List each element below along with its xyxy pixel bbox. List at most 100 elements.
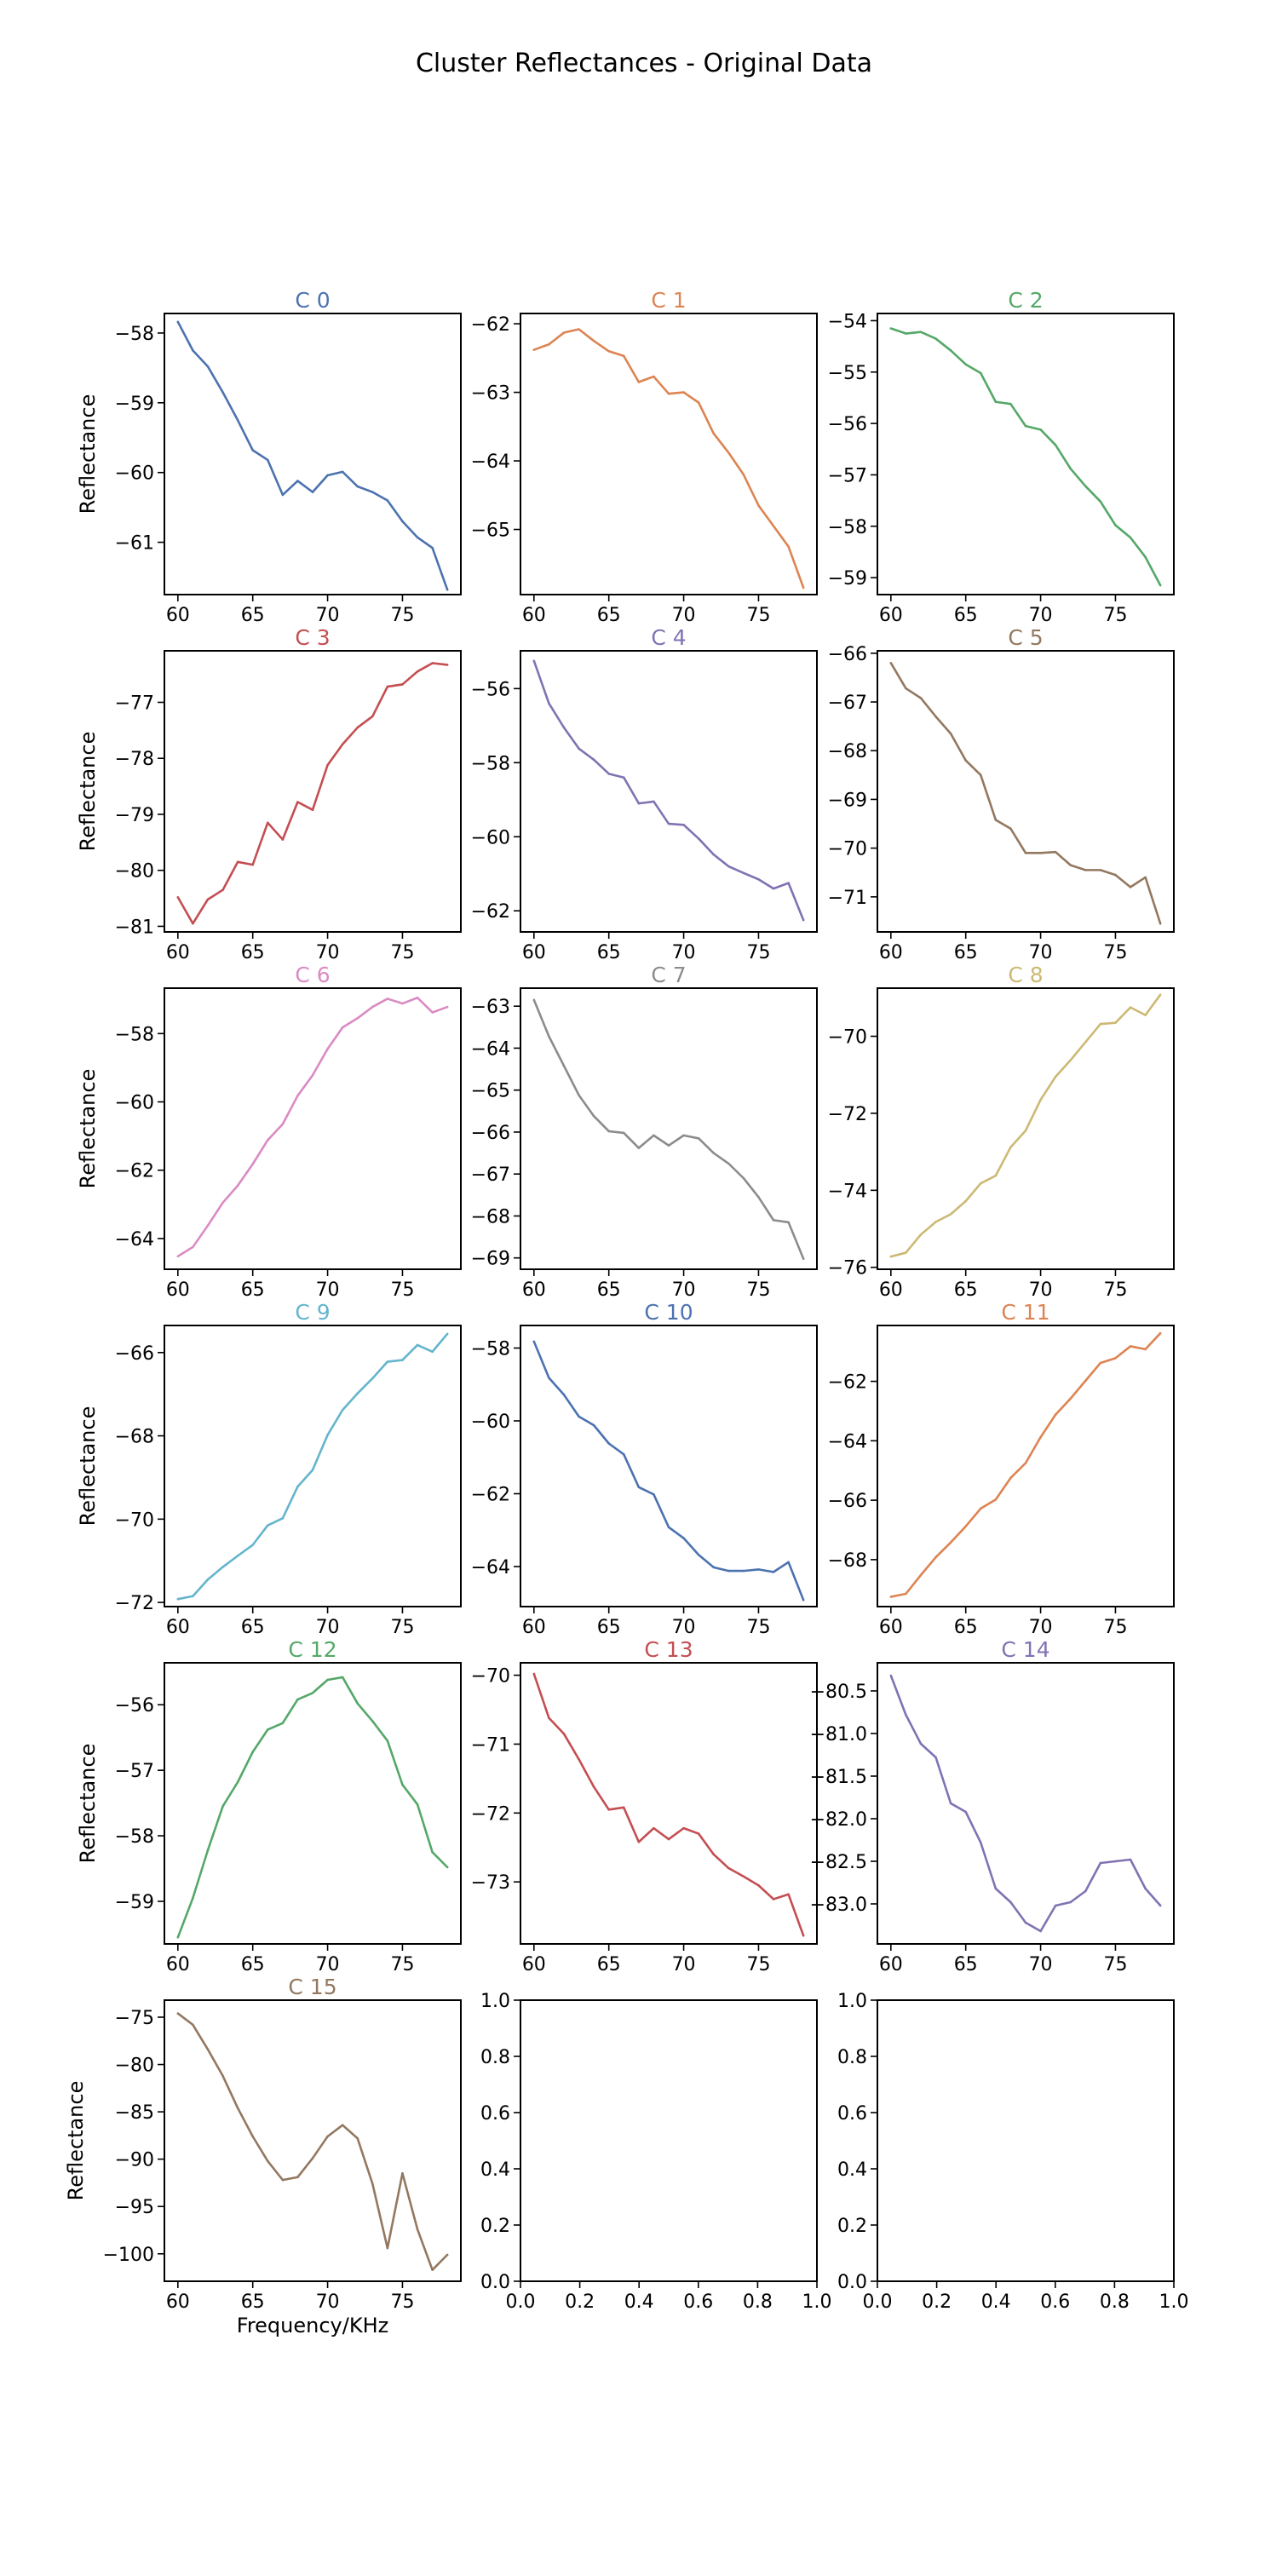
data-point [221,2074,224,2078]
x-tick-label: 75 [746,1279,770,1301]
y-tick-label: −68 [828,1550,867,1572]
data-point [1039,1098,1042,1101]
data-point [1009,827,1012,831]
y-tick-label: −56 [828,414,867,435]
x-tick-label: 70 [1029,1279,1053,1301]
subplot-1: 60 65 70 75 −62 −63 −64 −65 C 1 [471,288,818,626]
y-tick-label: −72 [115,1593,154,1614]
data-point [1099,1022,1102,1026]
data-point [757,504,760,507]
data-point [667,1144,670,1147]
series-line [177,1332,449,1601]
data-point [251,449,255,451]
data-point [979,371,982,375]
data-point [221,1201,224,1205]
data-point [1069,1397,1072,1400]
axes-frame [164,313,462,595]
x-tick-label: 1.0 [1159,2291,1189,2313]
x-tick-label: 70 [1029,942,1053,963]
y-tick-label: 0.2 [480,2216,510,2237]
x-tick-label: 60 [879,1954,903,1975]
y-axis-label: Reflectance [76,732,100,852]
data-point [341,470,344,474]
data-point [176,895,180,899]
x-tick-label: 0.4 [981,2291,1011,2313]
y-tick-label: 0.8 [480,2047,510,2068]
data-point [1024,852,1027,854]
data-point [386,998,389,1000]
y-tick-label: −65 [471,520,510,542]
data-point [772,1898,775,1900]
data-point [889,1674,893,1677]
y-tick-label: −56 [115,1695,154,1716]
series-line [176,1676,449,1938]
data-point [548,342,550,346]
y-tick-label: −70 [471,1666,510,1688]
x-tick-label: 0.2 [565,2291,595,2313]
data-point [532,998,536,1002]
data-point [637,1486,641,1489]
data-point [446,588,449,591]
y-tick-label: −60 [471,827,510,848]
data-point [889,1255,893,1258]
data-point [919,697,923,699]
x-tick-label: 70 [1029,1954,1053,1975]
data-point [787,882,790,884]
y-tick-label: −85 [115,2102,154,2124]
data-point [236,860,239,864]
data-point [1039,1435,1042,1439]
data-point [727,865,730,868]
x-tick-label: 60 [522,1617,546,1638]
data-point [341,1676,344,1679]
data-point [281,838,285,841]
x-tick-label: 60 [879,1279,903,1301]
data-point [1069,864,1072,866]
data-point [532,348,536,351]
x-tick-label: 70 [672,605,696,626]
subplot-2: 60 65 70 75 −54 −55 −56 −57 −58 −59 C 2 [828,288,1175,626]
data-point [446,1005,449,1009]
panel-title: C 6 [295,963,330,987]
data-point [251,863,255,866]
y-tick-label: −60 [115,463,154,485]
data-point [176,2012,180,2015]
subplot-13: 60 65 70 75 −70 −71 −72 −73 C 13 [471,1637,818,1975]
axes-frame [877,1999,1175,2282]
y-tick-label: −58 [115,324,154,345]
data-point [889,662,893,664]
y-tick-label: −95 [115,2197,154,2218]
y-tick-label: −68 [471,1206,510,1228]
data-point [431,1011,434,1014]
data-point [401,520,404,523]
y-tick-label: −80.5 [810,1682,867,1703]
data-point [697,837,700,840]
data-point [1114,1357,1117,1360]
y-tick-label: −59 [828,568,867,589]
x-tick-label: 75 [1103,1279,1127,1301]
data-point [919,1573,923,1577]
panel-title: C 7 [651,963,686,987]
data-point [548,1377,550,1379]
x-tick-label: 75 [1103,605,1127,626]
x-tick-label: 65 [241,2291,265,2313]
data-point [562,1733,566,1735]
data-point [682,824,685,826]
data-point [562,1393,566,1396]
data-point [1129,536,1132,539]
data-point [949,732,952,735]
x-tick-label: 65 [597,942,621,963]
data-point [326,474,329,477]
axes-frame [877,650,1175,933]
x-tick-label: 70 [316,605,340,626]
x-tick-label: 70 [316,1279,340,1301]
data-point [934,1555,937,1559]
axes-frame [520,1999,818,2282]
subplot-5: 60 65 70 75 −66 −67 −68 −69 −70 −71 C 5 [828,625,1175,963]
panel-title: C 4 [651,625,686,650]
panel-title: C 3 [295,625,330,650]
data-point [192,1245,194,1249]
y-tick-label: −81 [115,917,154,938]
x-tick-label: 75 [390,942,414,963]
data-point [682,1826,685,1830]
